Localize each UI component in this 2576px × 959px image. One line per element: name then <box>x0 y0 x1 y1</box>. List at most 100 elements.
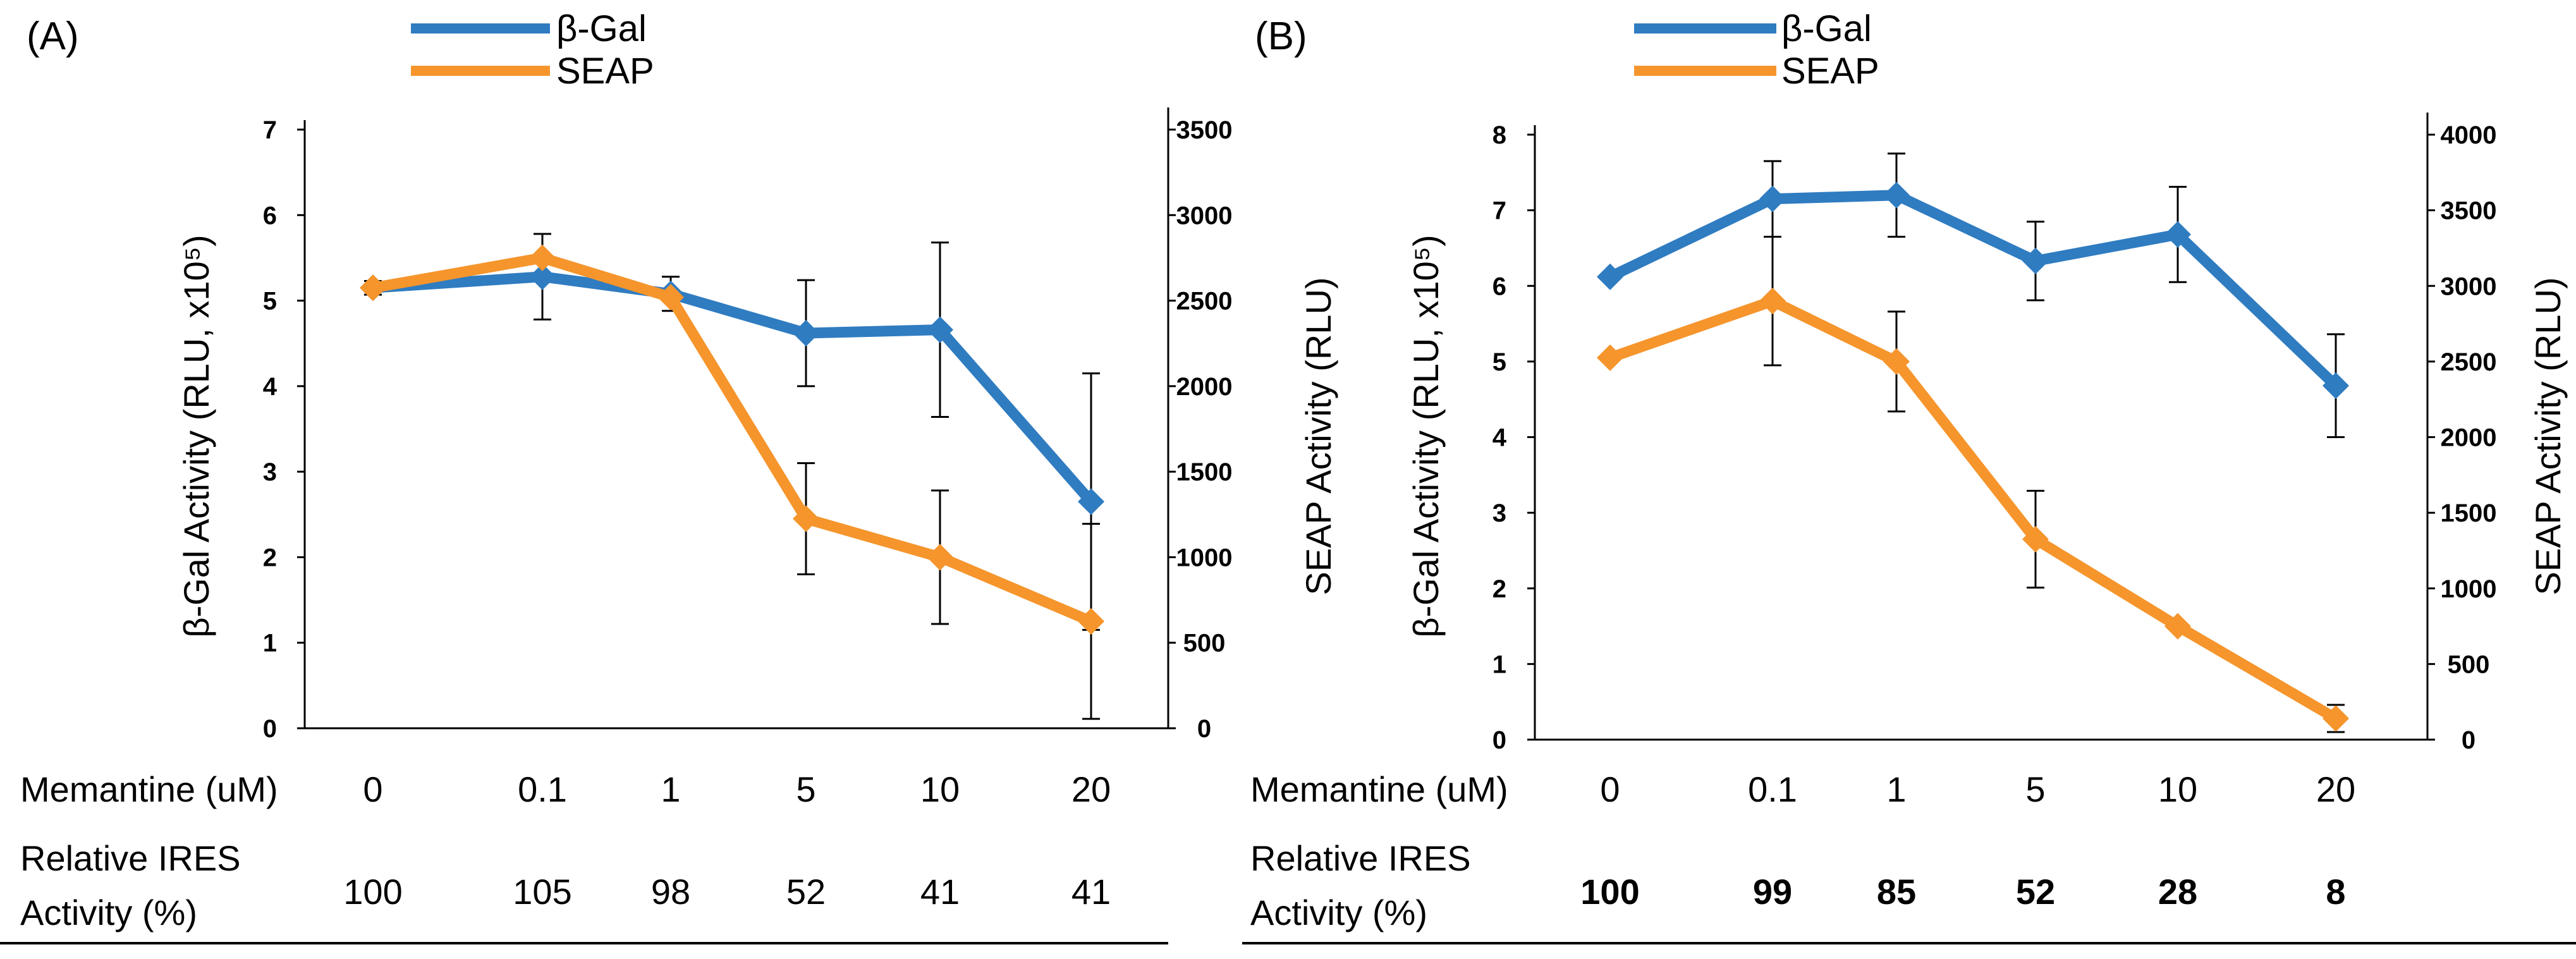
data-point-bgal <box>529 263 556 290</box>
legend-label-seap: SEAP <box>1781 51 1879 92</box>
ires-activity-value: 98 <box>651 872 690 912</box>
series-line-seap <box>1608 295 2339 723</box>
data-point-seap <box>1078 608 1104 635</box>
data-point-bgal <box>1597 263 1623 290</box>
left-tick-label: 3 <box>1492 499 1506 527</box>
left-tick-label: 7 <box>263 116 277 144</box>
data-point-seap <box>529 244 556 271</box>
memantine-dose: 10 <box>920 769 960 809</box>
right-axis-title: SEAP Activity (RLU) <box>1298 277 1338 595</box>
data-point-seap <box>657 284 684 311</box>
memantine-dose: 20 <box>1071 769 1111 809</box>
left-tick-label: 7 <box>1492 197 1506 225</box>
data-point-seap <box>1883 348 1910 375</box>
left-axis-title: β-Gal Activity (RLU, x10⁵) <box>1406 235 1446 637</box>
left-tick-label: 8 <box>1492 121 1506 149</box>
data-point-bgal <box>1078 488 1104 515</box>
data-point-seap <box>1597 344 1623 371</box>
data-point-seap <box>927 544 953 571</box>
right-tick-label: 2500 <box>1176 288 1233 315</box>
memantine-dose: 5 <box>796 769 815 809</box>
series-line-seap <box>372 252 1094 626</box>
data-point-bgal <box>793 319 819 346</box>
memantine-dose: 1 <box>661 769 680 809</box>
right-tick-label: 0 <box>1197 715 1211 743</box>
data-point-bgal <box>2022 247 2049 274</box>
left-tick-label: 6 <box>263 202 277 229</box>
ires-label-line1: Relative IRES <box>20 838 241 878</box>
right-tick-label: 4000 <box>2441 121 2497 149</box>
series-line-bgal <box>1608 190 2340 390</box>
memantine-dose: 20 <box>2316 769 2355 809</box>
right-tick-label: 3500 <box>2441 197 2497 225</box>
right-axis-title: SEAP Activity (RLU) <box>2528 277 2568 595</box>
left-tick-label: 5 <box>1492 348 1506 376</box>
memantine-dose: 0 <box>1600 769 1620 809</box>
ires-activity-value: 105 <box>513 872 571 912</box>
left-tick-label: 4 <box>1492 424 1507 452</box>
legend-label-bgal: β-Gal <box>556 8 647 49</box>
right-tick-label: 500 <box>2448 651 2490 678</box>
right-tick-label: 1000 <box>2441 575 2497 603</box>
right-tick-label: 2000 <box>1176 373 1233 401</box>
legend-label-seap: SEAP <box>556 51 654 92</box>
data-point-bgal <box>1759 185 1786 212</box>
left-axis-title: β-Gal Activity (RLU, x10⁵) <box>176 235 216 637</box>
left-tick-label: 6 <box>1492 272 1506 300</box>
legend-label-bgal: β-Gal <box>1781 8 1872 49</box>
left-tick-label: 1 <box>1492 651 1506 678</box>
panel-label: (B) <box>1255 15 1307 58</box>
data-point-bgal <box>927 316 953 343</box>
ires-activity-value: 100 <box>343 872 402 912</box>
ires-label-line2: Activity (%) <box>20 893 197 932</box>
left-tick-label: 0 <box>263 715 277 743</box>
right-tick-label: 0 <box>2462 726 2475 754</box>
ires-activity-value: 99 <box>1753 872 1792 912</box>
memantine-dose: 10 <box>2158 769 2197 809</box>
left-tick-label: 2 <box>1492 575 1506 603</box>
ires-label-line1: Relative IRES <box>1250 838 1471 878</box>
left-tick-label: 3 <box>263 458 277 486</box>
panel-label: (A) <box>27 15 79 58</box>
right-tick-label: 1500 <box>1176 458 1233 486</box>
right-tick-label: 2000 <box>2441 424 2497 452</box>
ires-activity-value: 28 <box>2158 872 2197 912</box>
right-tick-label: 1500 <box>2441 499 2497 527</box>
memantine-dose: 5 <box>2025 769 2045 809</box>
data-point-bgal <box>1883 181 1910 209</box>
ires-activity-value: 52 <box>2016 872 2055 912</box>
ires-activity-value: 100 <box>1580 872 1639 912</box>
data-point-seap <box>2022 525 2049 553</box>
chart-panel-a: (A) β-GalSEAP0123456705001000150020002500… <box>0 8 1338 944</box>
right-tick-label: 3000 <box>1176 202 1233 229</box>
right-tick-label: 3000 <box>2441 272 2497 300</box>
ires-activity-value: 8 <box>2326 872 2345 912</box>
left-tick-label: 4 <box>263 373 278 401</box>
memantine-dose: 0 <box>363 769 382 809</box>
right-tick-label: 2500 <box>2441 348 2497 376</box>
data-point-seap <box>793 505 819 532</box>
right-tick-label: 1000 <box>1176 544 1233 571</box>
memantine-label: Memantine (uM) <box>1250 769 1508 809</box>
ires-activity-value: 52 <box>786 872 826 912</box>
memantine-dose: 0.1 <box>1748 769 1797 809</box>
right-tick-label: 3500 <box>1176 116 1233 144</box>
chart-panel-b: (B) β-GalSEAP0123456780500100015002000250… <box>1242 8 2576 944</box>
series-line-bgal <box>372 271 1096 506</box>
left-tick-label: 2 <box>263 544 277 571</box>
left-tick-label: 0 <box>1492 726 1506 754</box>
data-point-seap <box>1759 288 1786 315</box>
data-point-seap <box>360 274 386 302</box>
ires-activity-value: 41 <box>1071 872 1111 912</box>
memantine-dose: 1 <box>1886 769 1906 809</box>
data-point-bgal <box>2323 372 2349 400</box>
memantine-dose: 0.1 <box>518 769 567 809</box>
left-tick-label: 5 <box>263 288 277 315</box>
data-point-seap <box>2323 705 2349 732</box>
memantine-label: Memantine (uM) <box>20 769 278 809</box>
ires-label-line2: Activity (%) <box>1250 893 1427 932</box>
data-point-bgal <box>2164 221 2191 248</box>
left-tick-label: 1 <box>263 630 277 657</box>
ires-activity-value: 41 <box>920 872 960 912</box>
